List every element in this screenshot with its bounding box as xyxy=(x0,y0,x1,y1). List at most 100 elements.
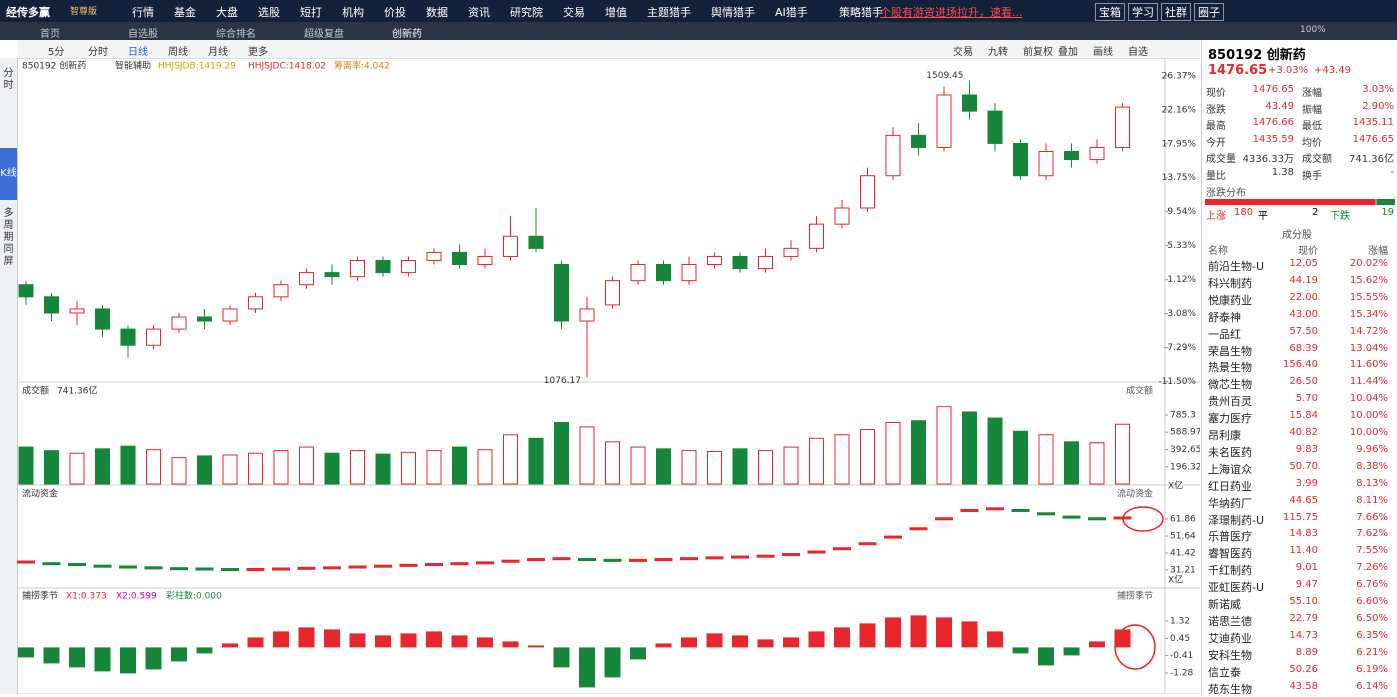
volume-bar xyxy=(401,451,416,485)
side-tab[interactable]: 分时 xyxy=(3,68,14,91)
stock-name: 诺思兰德 xyxy=(1208,614,1252,628)
tool-button[interactable]: 叠加 xyxy=(1058,47,1078,58)
candle-body xyxy=(503,235,518,257)
osc-bar xyxy=(375,635,391,648)
candle-body xyxy=(426,251,442,261)
period-button[interactable]: 分时 xyxy=(88,47,108,58)
side-tab[interactable]: K线 xyxy=(0,148,17,200)
volume-bar xyxy=(554,421,569,485)
breadth-title: 涨跌分布 xyxy=(1206,188,1246,199)
price: 1476.65 xyxy=(1208,63,1268,78)
osc-bar xyxy=(706,633,723,648)
volume-bar xyxy=(171,457,187,485)
menu-item[interactable]: 大盘 xyxy=(216,6,238,19)
osc-bar xyxy=(604,647,621,678)
menu-button[interactable]: 学习 xyxy=(1128,3,1158,21)
tab[interactable]: 综合排名 xyxy=(216,29,256,40)
stock-name: 舒泰神 xyxy=(1208,310,1241,324)
tool-button[interactable]: 自选 xyxy=(1128,47,1148,58)
field-value: 1476.65 xyxy=(1352,133,1394,145)
menu-item[interactable]: 舆情猎手 xyxy=(711,6,755,19)
field-value: 1476.65 xyxy=(1252,84,1294,95)
osc-bar xyxy=(43,647,60,664)
side-tab[interactable]: 多周期同屏 xyxy=(3,208,14,267)
stock-price: 22.79 xyxy=(1289,612,1318,624)
menu-item[interactable]: 价投 xyxy=(384,6,406,19)
panel-title-right: 成交额 xyxy=(1126,385,1153,397)
osc-bar xyxy=(936,617,952,648)
list-title: 成分股 xyxy=(1282,230,1312,241)
stock-price: 57.50 xyxy=(1289,325,1318,337)
volume-bar xyxy=(809,437,824,485)
tab[interactable]: 创新药 xyxy=(392,29,422,40)
menu-item[interactable]: 策略猎手 xyxy=(839,6,883,19)
candle-body xyxy=(44,296,59,314)
flow-mark xyxy=(884,535,902,539)
menu-item[interactable]: 资讯 xyxy=(468,6,490,19)
stock-change: 7.66% xyxy=(1356,511,1388,523)
panel-title-right: 捕捞季节 xyxy=(1117,590,1153,602)
candle-body xyxy=(452,251,467,266)
osc-bar xyxy=(273,631,289,648)
menu-item[interactable]: 研究院 xyxy=(510,6,543,19)
tab[interactable]: 自选股 xyxy=(128,29,158,40)
period-button[interactable]: 更多 xyxy=(248,47,268,58)
osc-legend: X2:0.599 xyxy=(116,592,157,602)
list-header: 名称 xyxy=(1208,246,1228,257)
flow-mark xyxy=(1037,512,1055,516)
menu-item[interactable]: 增值 xyxy=(605,6,627,19)
candle-body xyxy=(401,259,416,274)
stock-change: 7.26% xyxy=(1356,562,1388,574)
stock-name: 乐普医疗 xyxy=(1208,530,1252,544)
stock-change: 6.14% xyxy=(1356,680,1388,692)
legend-text: 筹离率:4.042 xyxy=(334,60,390,72)
stock-name: 信立泰 xyxy=(1208,665,1241,679)
marquee[interactable]: 个股有游资进场拉升，速看... xyxy=(880,6,1023,19)
menu-button[interactable]: 社群 xyxy=(1161,3,1191,21)
menu-item[interactable]: 主题猎手 xyxy=(647,6,691,19)
period-button[interactable]: 5分 xyxy=(48,47,65,58)
tool-button[interactable]: 九转 xyxy=(988,47,1008,58)
volume-bar xyxy=(120,445,136,485)
stock-change: 10.04% xyxy=(1349,393,1388,405)
field-label: 今开 xyxy=(1206,137,1226,149)
candle-body xyxy=(732,255,748,270)
menu-item[interactable]: 选股 xyxy=(258,6,280,19)
candle-body xyxy=(95,308,110,330)
period-button[interactable]: 周线 xyxy=(168,47,188,58)
flow-mark xyxy=(986,507,1004,511)
tool-button[interactable]: 画线 xyxy=(1093,47,1113,58)
highlight-circle xyxy=(1114,624,1156,670)
period-button[interactable]: 日线 xyxy=(128,47,148,58)
tool-button[interactable]: 前复权 xyxy=(1023,47,1053,58)
panel-label: 成交额 xyxy=(22,385,49,397)
period-button[interactable]: 月线 xyxy=(208,47,228,58)
tool-button[interactable]: 交易 xyxy=(953,47,973,58)
menu-button[interactable]: 圈子 xyxy=(1194,3,1224,21)
low-label: 1076.17 xyxy=(544,376,581,386)
flow-mark xyxy=(246,568,265,572)
tab[interactable]: 超级复盘 xyxy=(304,29,344,40)
menu-item[interactable]: 基金 xyxy=(174,6,196,19)
flow-mark xyxy=(170,567,188,571)
tab[interactable]: 首页 xyxy=(40,29,60,40)
stock-price: 115.75 xyxy=(1283,511,1318,523)
stock-change: 6.19% xyxy=(1356,663,1388,675)
menu-button[interactable]: 宝箱 xyxy=(1095,3,1125,21)
menu-item[interactable]: 交易 xyxy=(563,6,585,19)
flow-mark xyxy=(144,566,163,570)
flow-mark xyxy=(731,555,749,559)
menu-item[interactable]: 机构 xyxy=(342,6,364,19)
menu-item[interactable]: 行情 xyxy=(132,6,154,19)
osc-bar xyxy=(808,631,825,648)
menu-item[interactable]: 数据 xyxy=(426,6,448,19)
menu-item[interactable]: 短打 xyxy=(300,6,322,19)
stock-change: 7.62% xyxy=(1356,528,1388,540)
flow-mark xyxy=(603,558,622,562)
y-tick-label: 41.42 xyxy=(1170,549,1196,559)
menu-item[interactable]: AI猎手 xyxy=(775,6,808,19)
candle-body xyxy=(579,308,595,322)
candle-body xyxy=(273,284,289,298)
osc-bar xyxy=(18,647,34,658)
y-tick-label: 588.97 xyxy=(1170,428,1200,438)
